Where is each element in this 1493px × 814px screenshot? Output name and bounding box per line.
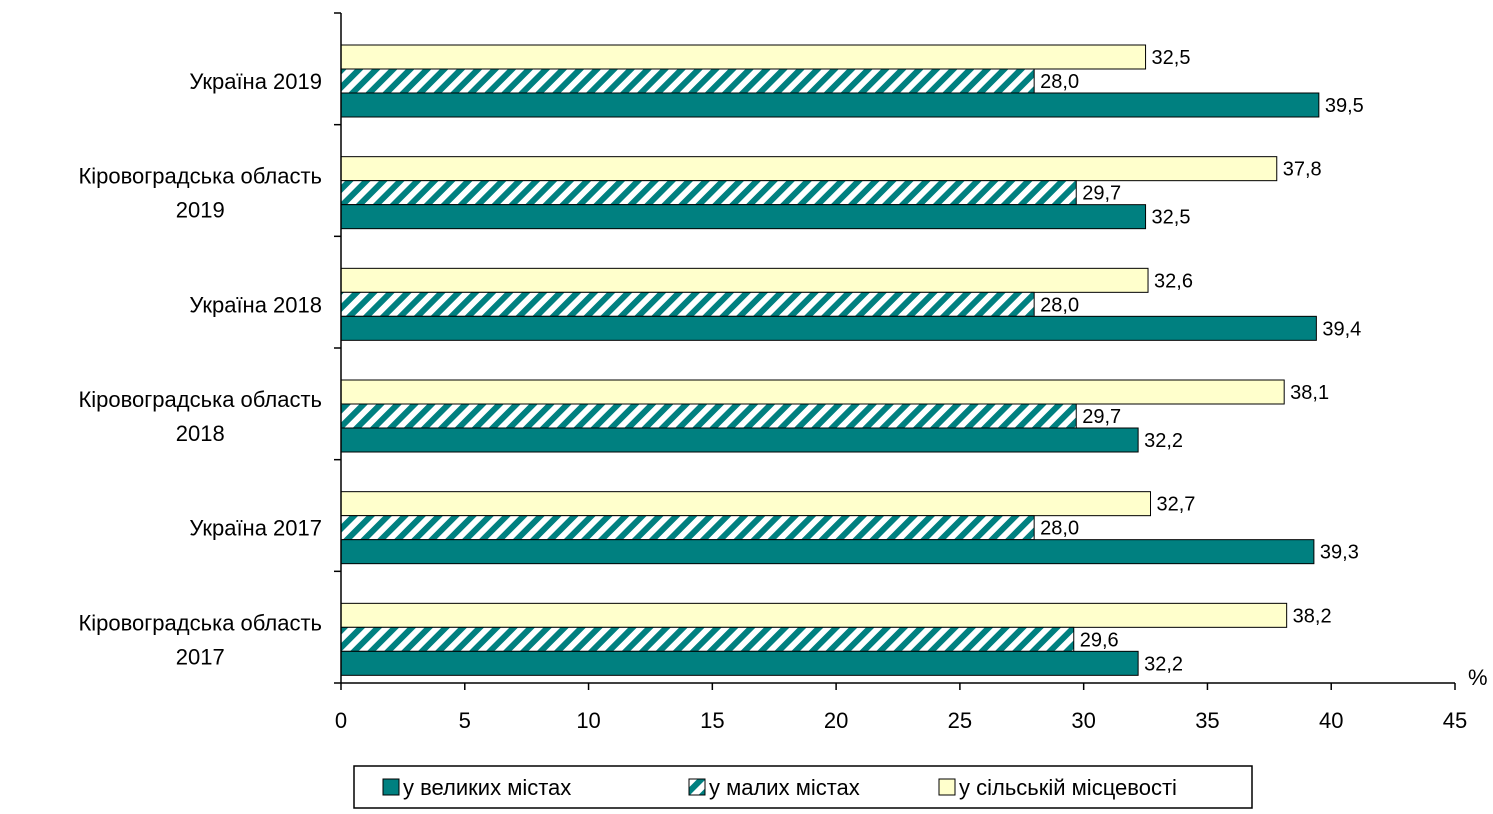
bar-series2-cat3 [340, 291, 1035, 317]
x-axis-unit: % [1468, 665, 1488, 690]
legend: у великих містах у малих містах у сільські… [353, 765, 1253, 809]
bar-series3-cat5 [340, 491, 1152, 517]
category-label-3: Україна 2018 [189, 292, 322, 317]
x-tick-label-2: 10 [576, 708, 600, 733]
bar-series1-cat3 [340, 315, 1317, 341]
data-label-series2-cat3: 28,0 [1040, 294, 1079, 316]
data-label-series3-cat6: 38,2 [1293, 605, 1332, 627]
x-tick-label-1: 5 [459, 708, 471, 733]
bar-series1-cat2 [340, 204, 1147, 230]
data-label-series3-cat3: 32,6 [1154, 270, 1193, 292]
category-label-1: Україна 2019 [189, 69, 322, 94]
data-label-bg-series2-cat6 [1075, 630, 1122, 649]
bar-series1-cat6 [340, 650, 1139, 676]
data-label-series2-cat1: 28,0 [1040, 71, 1079, 93]
category-label-2: Кіровоградська область 2019 [78, 164, 322, 223]
data-label-bg-series2-cat3 [1036, 295, 1083, 314]
x-tick-label-0: 0 [335, 708, 347, 733]
x-tick-label-9: 45 [1443, 708, 1467, 733]
x-tick-label-8: 40 [1319, 708, 1343, 733]
category-label-5: Україна 2017 [189, 516, 322, 541]
data-label-series1-cat3: 39,4 [1322, 318, 1361, 340]
data-label-bg-series2-cat2 [1078, 183, 1125, 202]
bar-series2-cat6 [340, 626, 1075, 652]
data-label-series2-cat6: 29,6 [1080, 629, 1119, 651]
data-label-series3-cat1: 32,5 [1152, 47, 1191, 69]
bar-series3-cat1 [340, 44, 1147, 70]
bar-series3-cat4 [340, 379, 1285, 405]
data-label-series1-cat6: 32,2 [1144, 653, 1183, 675]
legend-swatch-2 [688, 778, 706, 796]
data-label-series2-cat2: 29,7 [1082, 183, 1121, 205]
data-label-bg-series2-cat4 [1078, 407, 1125, 425]
data-label-series1-cat4: 32,2 [1144, 430, 1183, 452]
x-tick-label-7: 35 [1195, 708, 1219, 733]
x-tick-label-4: 20 [824, 708, 848, 733]
bar-series2-cat2 [340, 180, 1077, 206]
bar-series2-cat4 [340, 403, 1077, 429]
bar-series1-cat4 [340, 427, 1139, 453]
data-label-series3-cat5: 32,7 [1157, 494, 1196, 516]
x-tick-label-5: 25 [948, 708, 972, 733]
category-labels: Україна 2019 Кіровоградська область 2019 Ук… [78, 69, 322, 669]
bar-series2-cat1 [340, 68, 1035, 94]
data-label-bg-series2-cat1 [1036, 72, 1083, 90]
bars [340, 44, 1320, 676]
data-label-series1-cat5: 39,3 [1320, 542, 1359, 564]
data-label-series1-cat1: 39,5 [1325, 95, 1364, 117]
x-tick-label-3: 15 [700, 708, 724, 733]
bar-series1-cat5 [340, 539, 1315, 565]
data-label-series1-cat2: 32,5 [1152, 207, 1191, 229]
legend-swatch-1 [382, 778, 400, 796]
legend-box [353, 765, 1253, 809]
bar-series3-cat3 [340, 267, 1149, 293]
x-tick-label-6: 30 [1071, 708, 1095, 733]
bar-series3-cat6 [340, 602, 1288, 628]
bar-series2-cat5 [340, 515, 1035, 541]
x-ticks: 0 5 10 15 20 25 30 35 40 45 [334, 12, 1467, 733]
legend-swatch-3 [938, 778, 956, 796]
legend-label-3: у сільській місцевості [959, 775, 1177, 800]
data-label-series3-cat2: 37,8 [1283, 159, 1322, 181]
category-label-4: Кіровоградська область 2018 [78, 387, 322, 446]
legend-label-1: у великих містах [403, 775, 571, 800]
data-label-series3-cat4: 38,1 [1290, 382, 1329, 404]
category-label-6: Кіровоградська область 2017 [78, 610, 322, 669]
data-label-series2-cat4: 29,7 [1082, 406, 1121, 428]
data-label-bg-series2-cat5 [1036, 518, 1083, 537]
bar-series3-cat2 [340, 156, 1278, 182]
data-label-series2-cat5: 28,0 [1040, 518, 1079, 540]
data-labels: 32,5 28,0 39,5 37,8 29,7 32,5 32,6 28,0 39,4 38,1… [1036, 47, 1364, 675]
bar-series1-cat1 [340, 92, 1320, 118]
legend-label-2: у малих містах [709, 775, 860, 800]
